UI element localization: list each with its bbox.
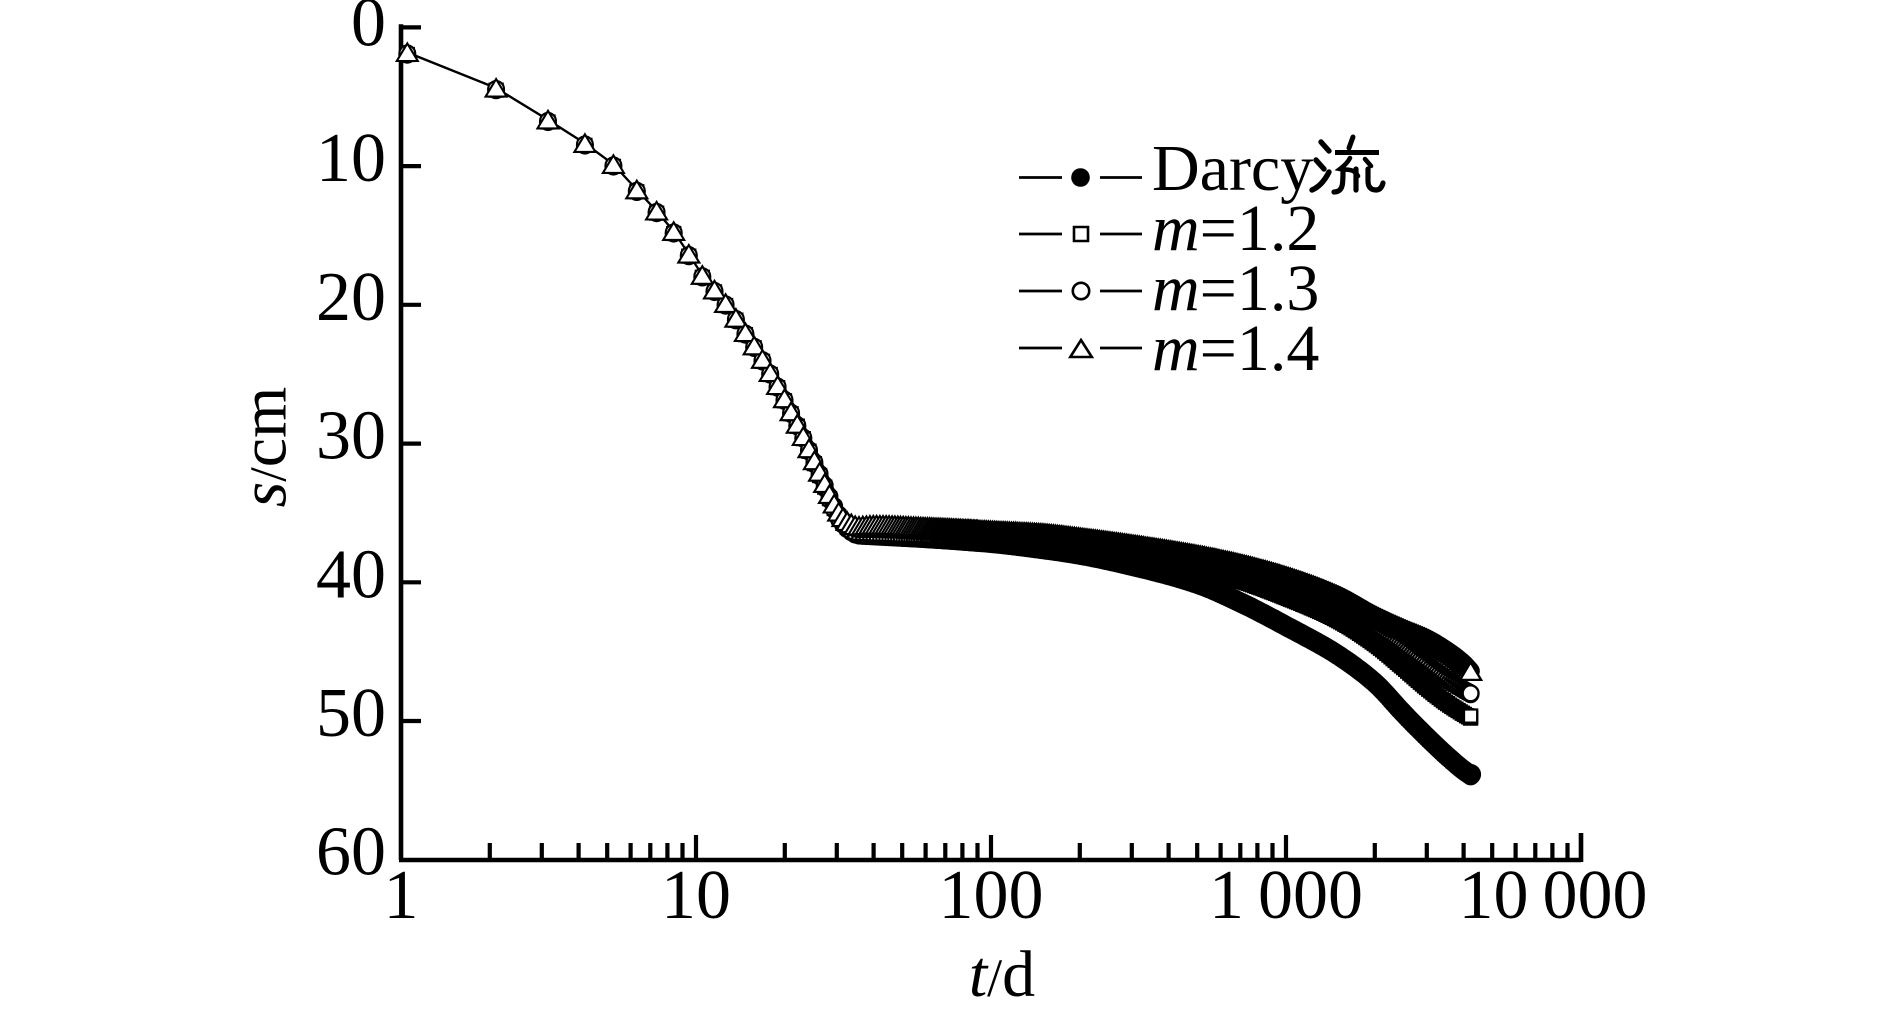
svg-text:m=1.3: m=1.3 bbox=[1152, 252, 1319, 325]
svg-text:m=1.4: m=1.4 bbox=[1152, 312, 1319, 385]
svg-text:10: 10 bbox=[316, 120, 386, 197]
svg-text:30: 30 bbox=[316, 398, 386, 475]
svg-text:t/d: t/d bbox=[969, 938, 1035, 1004]
svg-text:Darcy: Darcy bbox=[1152, 132, 1313, 205]
svg-text:1: 1 bbox=[384, 857, 419, 934]
svg-text:100: 100 bbox=[939, 857, 1044, 934]
svg-text:m=1.2: m=1.2 bbox=[1152, 192, 1319, 265]
svg-text:10 000: 10 000 bbox=[1458, 857, 1647, 934]
svg-text:20: 20 bbox=[316, 259, 386, 336]
svg-text:60: 60 bbox=[316, 814, 386, 891]
svg-text:1 000: 1 000 bbox=[1209, 857, 1363, 934]
svg-text:50: 50 bbox=[316, 675, 386, 752]
svg-text:10: 10 bbox=[661, 857, 731, 934]
svg-text:0: 0 bbox=[351, 0, 386, 61]
svg-text:40: 40 bbox=[316, 536, 386, 613]
svg-text:s/cm: s/cm bbox=[228, 387, 301, 508]
